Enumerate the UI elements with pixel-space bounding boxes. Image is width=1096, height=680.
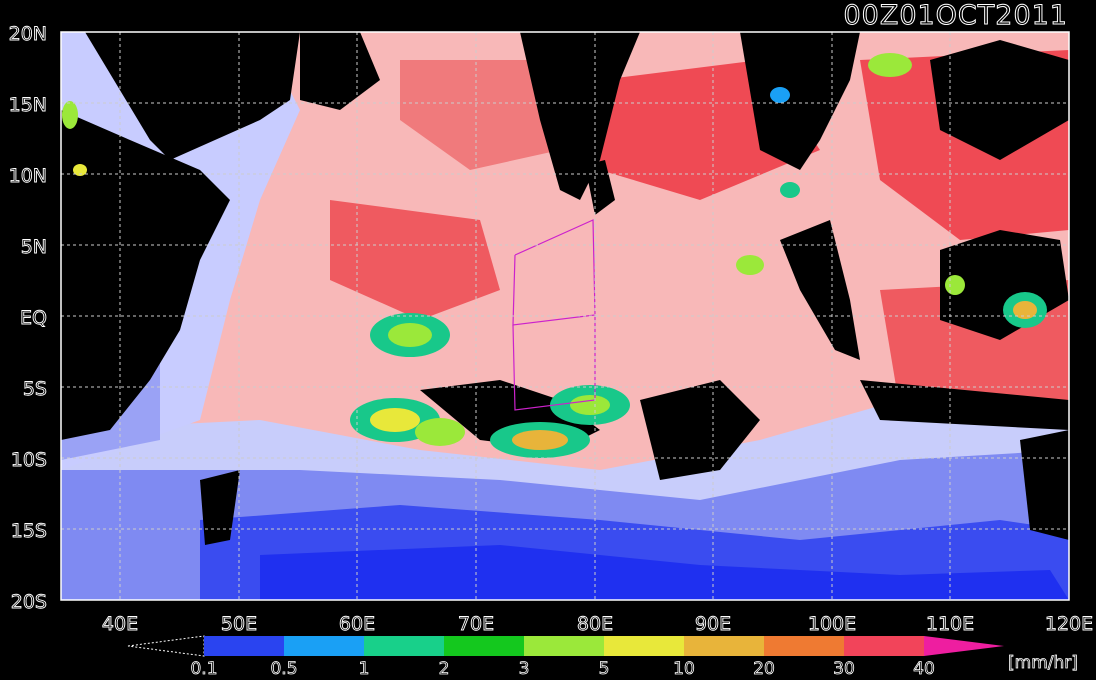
colorbar-underflow-arrow (127, 635, 205, 657)
gridlines (61, 32, 1069, 600)
lat-label: 15S (11, 520, 47, 542)
land-india (520, 32, 640, 200)
red-core-central (330, 200, 500, 320)
land-madagascar (200, 470, 240, 545)
colorbar-cell (444, 636, 524, 656)
colorbar: 0.1 0.5 1 2 3 5 10 20 30 40 [mm/hr] (127, 635, 1078, 680)
map-field (61, 32, 1069, 600)
lon-label: 110E (926, 613, 974, 635)
colorbar-tick-label: 30 (833, 659, 855, 679)
dry-band (260, 545, 1069, 600)
lon-labels: 40E 50E 60E 70E 80E 90E 100E 110E 120E (101, 613, 1093, 636)
lon-label: 90E (695, 613, 731, 635)
colorbar-cell (764, 636, 844, 656)
lat-label: 15N (9, 94, 47, 116)
lat-label: 20N (9, 23, 47, 45)
colorbar-cell (364, 636, 444, 656)
lat-label: 20S (11, 591, 47, 613)
land-indochina (930, 40, 1069, 160)
lon-label: 120E (1045, 613, 1093, 635)
convective-cells (62, 53, 1047, 458)
colorbar-tick-label: 1 (359, 659, 370, 679)
colorbar-tick-label: 0.5 (270, 659, 297, 679)
colorbar-cell (844, 636, 924, 656)
lon-label: 40E (102, 613, 138, 635)
lat-label: EQ (20, 307, 47, 329)
lat-label: 10N (9, 165, 47, 187)
lon-label: 50E (221, 613, 257, 635)
colorbar-unit: [mm/hr] (1008, 653, 1078, 673)
land-java (860, 380, 1069, 430)
red-arabian (400, 60, 560, 170)
land-africa (61, 110, 230, 440)
land-australia (1020, 430, 1069, 540)
colorbar-tick-label: 0.1 (190, 659, 217, 679)
lon-label: 60E (339, 613, 375, 635)
lon-label: 100E (808, 613, 856, 635)
colorbar-cells (204, 636, 1004, 656)
lat-labels: 20N 15N 10N 5N EQ 5S 10S 15S 20S (8, 23, 47, 614)
colorbar-ticks: 0.1 0.5 1 2 3 5 10 20 30 40 (190, 659, 935, 680)
land-oman (300, 32, 380, 110)
colorbar-cell (284, 636, 364, 656)
lat-label: 5S (23, 378, 47, 400)
colorbar-tick-label: 5 (599, 659, 610, 679)
colorbar-tick-label: 40 (913, 659, 935, 679)
lon-label: 80E (577, 613, 613, 635)
colorbar-overflow-arrow (924, 636, 1004, 656)
map-title: 00Z01OCT2011 (843, 0, 1068, 32)
land-burma (740, 32, 860, 170)
lat-label: 10S (11, 449, 47, 471)
colorbar-tick-label: 2 (439, 659, 450, 679)
land-arabia (61, 32, 300, 160)
colorbar-tick-label: 20 (753, 659, 775, 679)
lat-label: 5N (21, 236, 47, 258)
colorbar-tick-label: 3 (519, 659, 530, 679)
map-frame (60, 31, 1070, 601)
land-sumatra (780, 220, 860, 360)
lon-label: 70E (458, 613, 494, 635)
colorbar-cell (524, 636, 604, 656)
land-southern-patch (640, 380, 760, 480)
colorbar-cell (604, 636, 684, 656)
colorbar-cell (204, 636, 284, 656)
colorbar-tick-label: 10 (673, 659, 695, 679)
colorbar-cell (684, 636, 764, 656)
